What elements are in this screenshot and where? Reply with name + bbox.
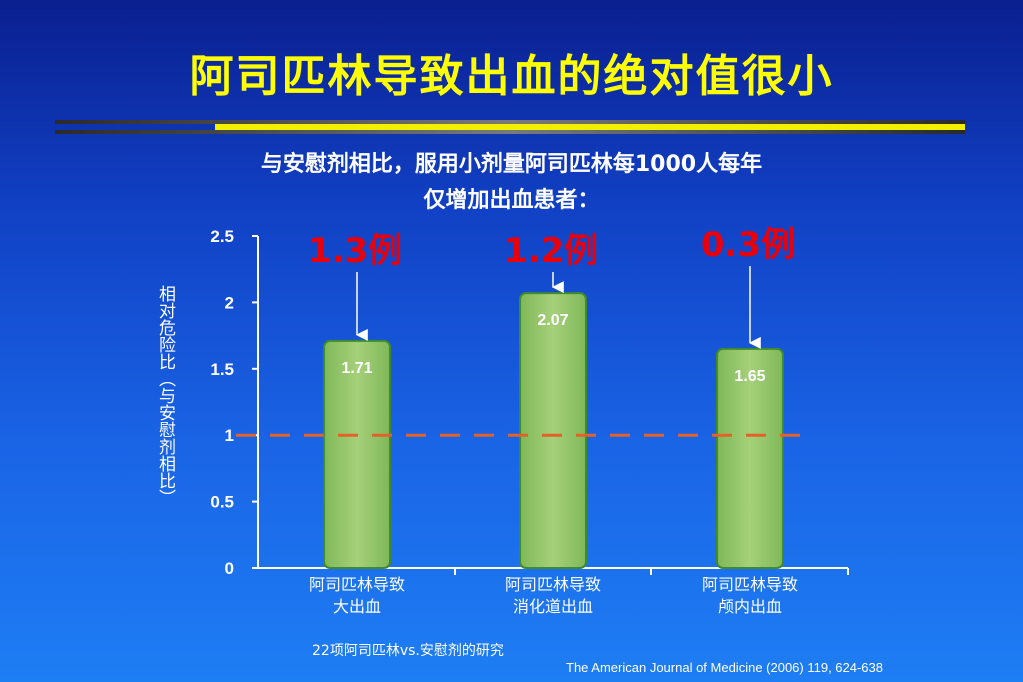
footnote-source: The American Journal of Medicine (2006) … <box>566 660 884 675</box>
subtitle-line-2: 仅增加出血患者： <box>423 188 600 213</box>
x-category-label: 颅内出血 <box>718 597 782 616</box>
page-title: 阿司匹林导致出血的绝对值很小 <box>189 51 834 102</box>
annotation-label: 1.2例 <box>504 231 598 271</box>
divider-yellow-line <box>215 124 965 130</box>
annotation-label: 0.3例 <box>701 225 795 265</box>
bar <box>519 292 587 569</box>
y-tick-label: 1 <box>225 426 234 445</box>
y-tick-label: 1.5 <box>210 360 234 379</box>
x-category-label: 大出血 <box>333 597 381 616</box>
bar-value-label: 1.71 <box>341 360 372 377</box>
divider-dark-line-bottom <box>55 130 965 134</box>
annotation-label: 1.3例 <box>308 231 402 271</box>
x-category-label: 阿司匹林导致 <box>505 575 601 594</box>
bar <box>716 347 784 569</box>
footnote-studies: 22项阿司匹林vs.安慰剂的研究 <box>312 643 504 659</box>
x-category-label: 阿司匹林导致 <box>702 575 798 594</box>
subtitle-line-1: 与安慰剂相比，服用小剂量阿司匹林每1000人每年 <box>260 152 763 177</box>
y-axis-label: 相对危险比（与安慰剂相比） <box>155 285 175 506</box>
y-tick-label: 0 <box>225 559 234 578</box>
x-category-label: 阿司匹林导致 <box>309 575 405 594</box>
divider-dark-line-top <box>55 120 965 124</box>
y-tick-label: 2.5 <box>210 227 234 246</box>
bar-value-label: 1.65 <box>734 368 765 385</box>
y-tick-label: 0.5 <box>210 493 234 512</box>
title-divider <box>55 120 965 134</box>
bar-value-label: 2.07 <box>537 312 568 329</box>
y-tick-label: 2 <box>225 293 234 312</box>
x-category-label: 消化道出血 <box>513 597 593 616</box>
bar <box>323 339 391 569</box>
